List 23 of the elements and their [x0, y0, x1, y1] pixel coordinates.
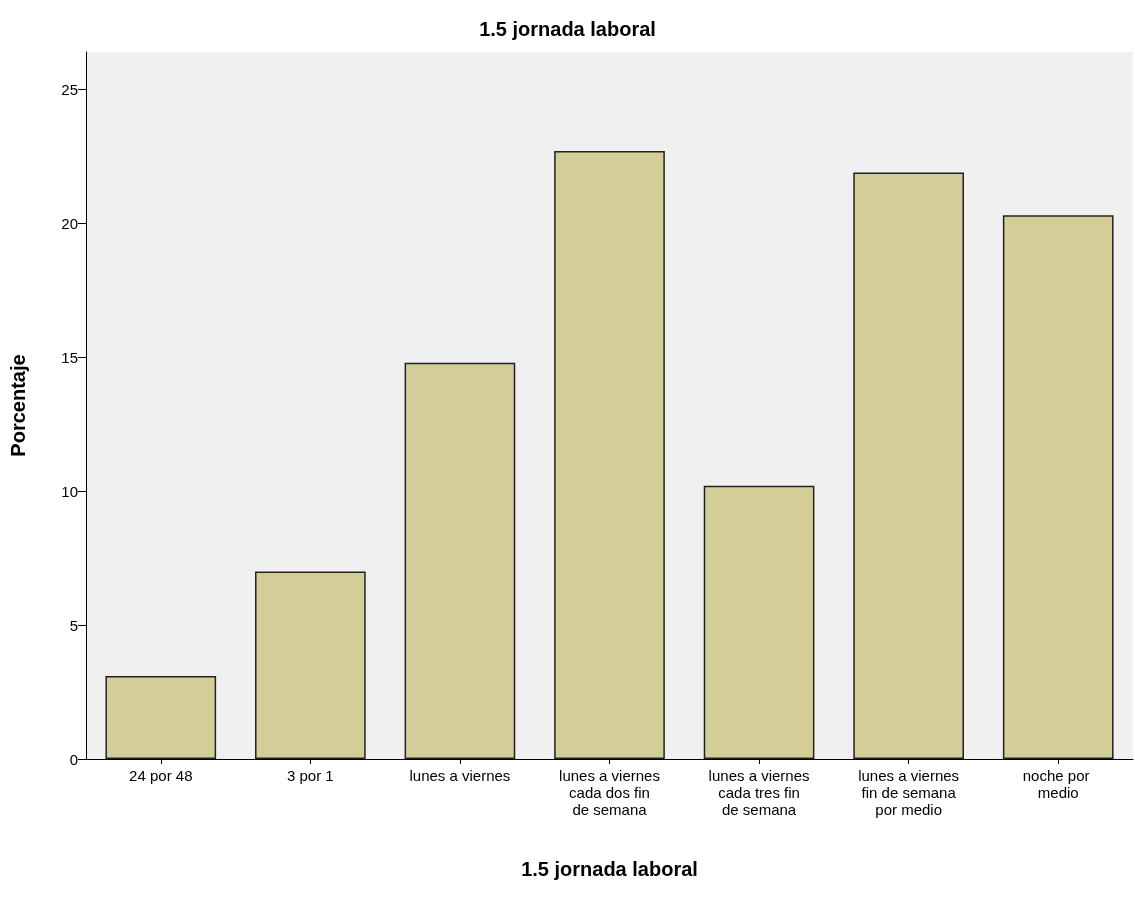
x-tick-label: lunes a viernes: [409, 767, 511, 784]
bar: [105, 675, 217, 759]
x-tick-label: 3 por 1: [287, 767, 334, 784]
y-axis-title: Porcentaje: [7, 354, 29, 457]
y-tick-label: 25: [61, 80, 78, 98]
bar: [255, 571, 366, 759]
y-tick-label: 20: [61, 214, 78, 232]
y-tick-label: 10: [61, 482, 78, 500]
y-tick-label: 5: [69, 616, 78, 634]
bar: [703, 485, 815, 759]
bar: [1002, 215, 1114, 759]
bar: [554, 151, 665, 759]
x-tick-label: lunes a viernes fin de semana por medio: [857, 767, 960, 818]
chart-title: 1.5 jornada laboral: [479, 18, 656, 40]
x-tick-label: lunes a viernes cada tres fin de semana: [708, 767, 810, 818]
bar: [404, 362, 516, 759]
y-tick-label: 15: [61, 348, 78, 366]
x-tick-label: lunes a viernes cada dos fin de semana: [559, 767, 660, 818]
y-tick-label: 0: [69, 750, 78, 768]
bar: [853, 172, 964, 759]
x-tick-label: 24 por 48: [129, 767, 193, 784]
x-tick-label: noche por medio: [1022, 767, 1094, 801]
x-axis-title: 1.5 jornada laboral: [521, 858, 698, 880]
